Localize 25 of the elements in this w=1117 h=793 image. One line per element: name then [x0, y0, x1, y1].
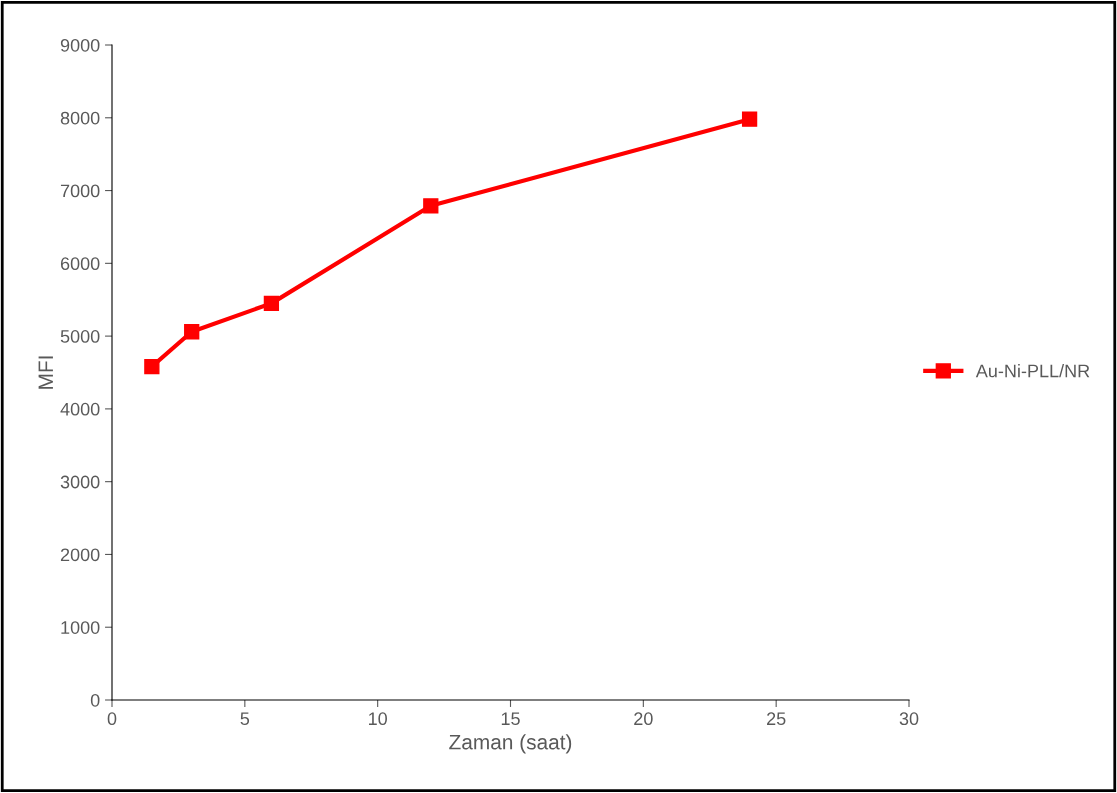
- y-tick-label: 7000: [60, 184, 100, 198]
- y-tick-label: 8000: [60, 111, 100, 125]
- x-tick-label: 15: [501, 712, 520, 726]
- y-tick-label: 5000: [60, 330, 100, 343]
- point: [263, 295, 280, 312]
- y-tick-label: 1000: [61, 621, 100, 634]
- y-tick-label: 6000: [60, 257, 100, 271]
- x-tick-label: 5: [240, 712, 250, 726]
- y-tick-label: 4000: [60, 402, 100, 416]
- y-tick-label: 3000: [60, 475, 100, 489]
- y-tick-label: 9000: [60, 38, 100, 52]
- point: [741, 111, 758, 127]
- x-tick-label: 10: [369, 712, 387, 726]
- x-tick-label: 20: [634, 712, 653, 726]
- y-axis-title: MFI: [38, 356, 53, 389]
- x-tick-label: 25: [767, 712, 786, 726]
- point: [423, 198, 439, 214]
- point: [184, 324, 200, 340]
- point: [144, 359, 160, 375]
- y-tick-label: 2000: [60, 548, 100, 562]
- y-tick-label: 0: [90, 693, 100, 707]
- legend-label: Au-Ni-PLL/NR: [975, 364, 1090, 378]
- x-tick-label: 0: [107, 712, 117, 726]
- x-tick-label: 30: [899, 712, 919, 726]
- x-axis-title: Zaman (saat): [449, 734, 572, 754]
